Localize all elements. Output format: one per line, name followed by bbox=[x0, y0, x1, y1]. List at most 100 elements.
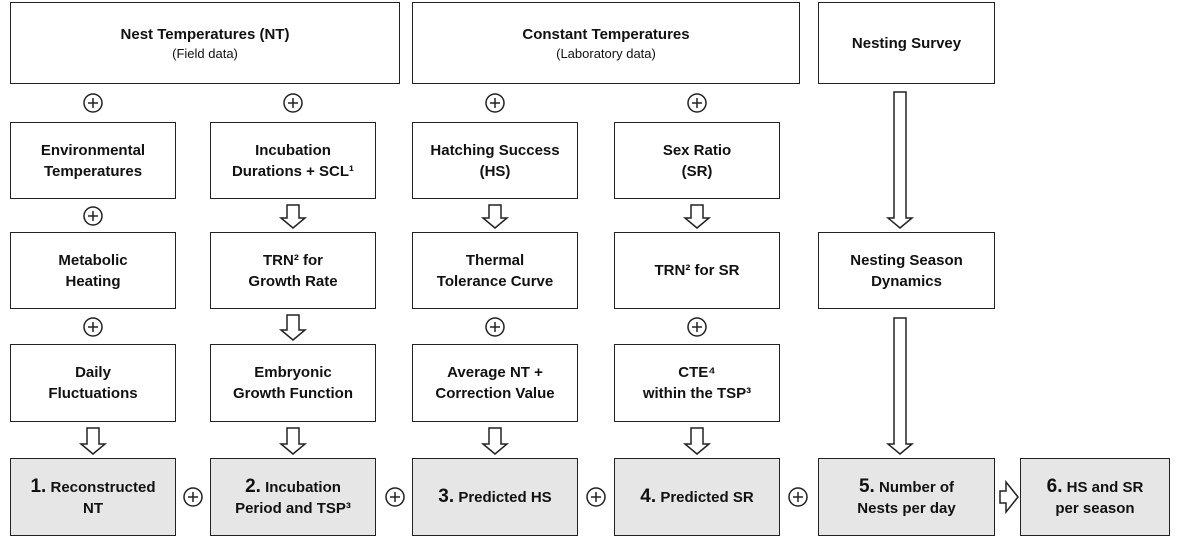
plus-symbol bbox=[490, 98, 500, 108]
node-label: Metabolic bbox=[58, 251, 128, 269]
node-label: Constant Temperatures bbox=[522, 25, 690, 43]
node-label: Embryonic bbox=[254, 364, 332, 381]
outcome-number: 2. bbox=[245, 475, 261, 497]
node-label: CTE⁴ bbox=[678, 364, 716, 381]
node-box: Hatching Success (HS) bbox=[412, 122, 578, 199]
node-label: Dynamics bbox=[871, 272, 942, 290]
node-box: Embryonic Growth Function bbox=[210, 344, 376, 422]
plus-symbol bbox=[88, 322, 98, 332]
outcome-number: 6. bbox=[1046, 475, 1063, 497]
arrow bbox=[682, 204, 712, 229]
arrow bbox=[278, 314, 308, 341]
node-label: (HS) bbox=[479, 162, 511, 180]
node-label: Tolerance Curve bbox=[436, 272, 554, 290]
node-label: Average NT + bbox=[447, 364, 543, 381]
plus-symbol bbox=[793, 492, 803, 502]
outcome-line: 6. HS and SR bbox=[1047, 476, 1144, 498]
arrow bbox=[885, 91, 915, 229]
outcome-number: 3. bbox=[438, 486, 455, 507]
node-subtitle: (Field data) bbox=[172, 45, 238, 61]
node-label: Sex Ratio bbox=[662, 141, 732, 159]
arrow bbox=[999, 479, 1019, 515]
node-label: Temperatures bbox=[43, 162, 143, 180]
outcome-line: 2. Incubation bbox=[245, 476, 341, 498]
node-label: Daily bbox=[75, 364, 111, 381]
plus-symbol bbox=[390, 492, 400, 502]
outcome-label: Reconstructed bbox=[50, 478, 156, 496]
outcome-label: Predicted HS bbox=[458, 489, 552, 506]
plus-symbol bbox=[88, 98, 98, 108]
node-box: TRN² for Growth Rate bbox=[210, 232, 376, 309]
node-subtitle: (Laboratory data) bbox=[556, 45, 656, 61]
node-label: Correction Value bbox=[435, 385, 555, 402]
node-box: Thermal Tolerance Curve bbox=[412, 232, 578, 309]
node-label: Growth Function bbox=[233, 385, 353, 402]
outcome-number: 1. bbox=[30, 475, 47, 497]
outcome-line: 5. Number of bbox=[859, 476, 954, 498]
node-label: Fluctuations bbox=[48, 385, 138, 402]
arrow bbox=[278, 427, 308, 455]
outcome-label: Nests per day bbox=[857, 499, 956, 517]
node-box: CTE⁴ within the TSP³ bbox=[614, 344, 780, 422]
outcome-line: 1. Reconstructed bbox=[30, 476, 155, 498]
outcome-line: 4. Predicted SR bbox=[640, 486, 753, 508]
outcome-line: 3. Predicted HS bbox=[438, 486, 551, 508]
outcome-line: per season bbox=[1055, 498, 1134, 519]
node-box: TRN² for SR bbox=[614, 232, 780, 309]
plus-symbol bbox=[88, 211, 98, 221]
outcome-label: Incubation bbox=[265, 478, 341, 496]
outcome-line: Nests per day bbox=[857, 498, 955, 519]
node-label: Durations + SCL¹ bbox=[231, 162, 355, 180]
node-box: Sex Ratio (SR) bbox=[614, 122, 780, 199]
node-box: Daily Fluctuations bbox=[10, 344, 176, 422]
node-label: TRN² for bbox=[263, 251, 323, 269]
node-box: Environmental Temperatures bbox=[10, 122, 176, 199]
node-box: Constant Temperatures (Laboratory data) bbox=[412, 2, 800, 84]
outcome-box: 4. Predicted SR bbox=[614, 458, 780, 536]
node-box: Nesting Season Dynamics bbox=[818, 232, 995, 309]
plus-symbol bbox=[692, 98, 702, 108]
node-label: Environmental bbox=[40, 141, 146, 159]
plus-symbol bbox=[188, 492, 198, 502]
node-label: TRN² for SR bbox=[654, 262, 740, 279]
node-label: Heating bbox=[65, 272, 121, 290]
arrow bbox=[278, 204, 308, 229]
outcome-box: 6. HS and SR per season bbox=[1020, 458, 1170, 536]
node-label: Nesting Season bbox=[850, 251, 963, 269]
arrow bbox=[78, 427, 108, 455]
node-label: (SR) bbox=[681, 162, 713, 180]
outcome-label: HS and SR bbox=[1066, 478, 1144, 496]
plus-symbol bbox=[288, 98, 298, 108]
outcome-label: NT bbox=[83, 499, 103, 517]
node-box: Nest Temperatures (NT) (Field data) bbox=[10, 2, 400, 84]
plus-symbol bbox=[692, 322, 702, 332]
outcome-line: Period and TSP³ bbox=[235, 498, 351, 519]
outcome-box: 2. Incubation Period and TSP³ bbox=[210, 458, 376, 536]
outcome-label: Period and TSP³ bbox=[235, 499, 351, 517]
outcome-number: 4. bbox=[640, 486, 657, 507]
arrow bbox=[682, 427, 712, 455]
arrow bbox=[885, 317, 915, 455]
outcome-label: per season bbox=[1055, 499, 1135, 517]
outcome-box: 1. Reconstructed NT bbox=[10, 458, 176, 536]
node-box: Average NT + Correction Value bbox=[412, 344, 578, 422]
arrow bbox=[480, 427, 510, 455]
node-label: Growth Rate bbox=[248, 272, 338, 290]
node-label: Hatching Success bbox=[430, 141, 560, 159]
node-label: Incubation bbox=[255, 141, 331, 159]
node-label: Thermal bbox=[465, 251, 525, 269]
outcome-number: 5. bbox=[858, 475, 875, 497]
node-box: Metabolic Heating bbox=[10, 232, 176, 309]
node-label: within the TSP³ bbox=[642, 385, 752, 402]
plus-symbol bbox=[490, 322, 500, 332]
outcome-box: 3. Predicted HS bbox=[412, 458, 578, 536]
plus-symbol bbox=[591, 492, 601, 502]
outcome-label: Predicted SR bbox=[660, 489, 754, 506]
outcome-box: 5. Number of Nests per day bbox=[818, 458, 995, 536]
arrow bbox=[480, 204, 510, 229]
node-label: Nest Temperatures (NT) bbox=[120, 25, 290, 43]
outcome-label: Number of bbox=[879, 478, 955, 496]
node-box: Nesting Survey bbox=[818, 2, 995, 84]
